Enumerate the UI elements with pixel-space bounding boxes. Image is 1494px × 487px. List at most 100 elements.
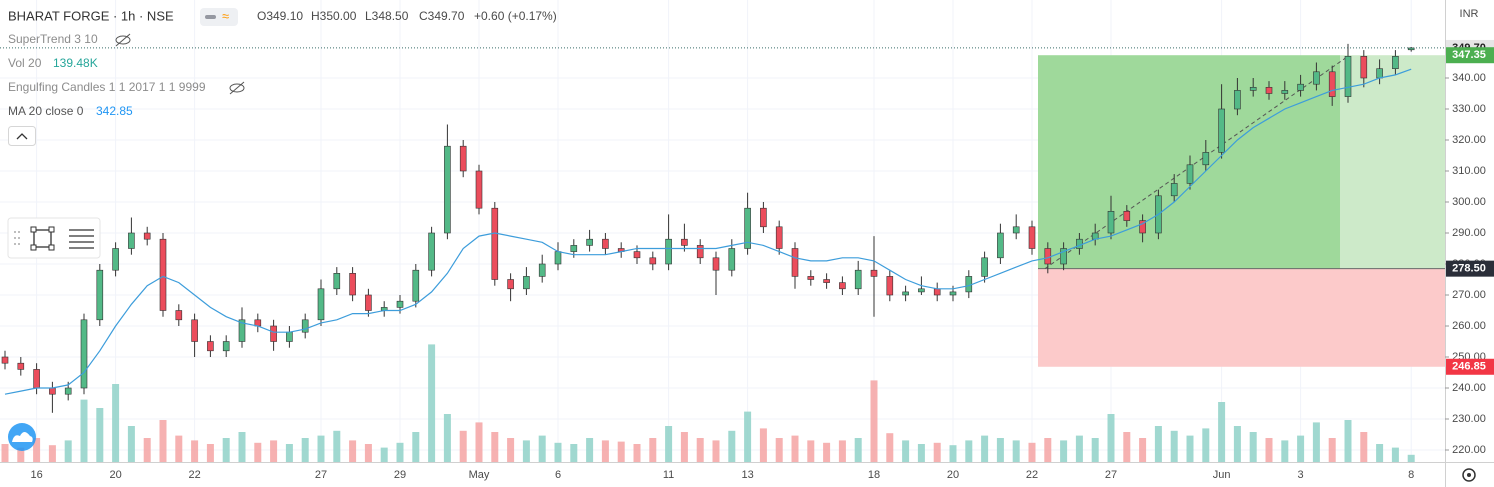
hidden-icon[interactable] (115, 33, 131, 47)
loss-zone[interactable] (1038, 268, 1445, 367)
candle-body (728, 248, 736, 271)
x-tick-label: 8 (1408, 469, 1414, 481)
volume-bar (1, 444, 9, 462)
indicator-name[interactable]: Vol 20 (8, 56, 42, 70)
volume-bar (554, 442, 562, 462)
volume-bar (1297, 435, 1305, 462)
settings-gear[interactable] (1462, 468, 1476, 482)
volume-bar (1044, 438, 1052, 462)
volume-bar (475, 422, 483, 462)
candle-body (1060, 248, 1067, 265)
price-tag (1446, 260, 1494, 277)
candle-body (965, 276, 973, 293)
volume-bar (1233, 426, 1241, 462)
ohlc-close: C349.70 (419, 9, 465, 23)
candle-body (1202, 152, 1210, 166)
volume-bar (33, 438, 41, 462)
candle-body (760, 207, 767, 228)
x-tick-label: 22 (1026, 469, 1038, 481)
status-pill[interactable] (200, 8, 238, 26)
volume-bar (64, 440, 72, 462)
volume-bar (933, 442, 941, 462)
x-tick-label: 29 (394, 469, 406, 481)
volume-bar (1376, 444, 1384, 462)
candle-body (633, 251, 641, 259)
candle-body (1313, 71, 1320, 85)
position-tool[interactable] (1038, 55, 1445, 367)
volume-bar (17, 447, 25, 462)
y-tick-label: 290.00 (1452, 227, 1486, 239)
ohlc-open: O349.10 (257, 9, 303, 23)
x-tick-label: 6 (555, 469, 561, 481)
candle-body (854, 269, 862, 290)
logo[interactable] (8, 423, 36, 451)
candle-body (428, 232, 435, 271)
volume-bar (1202, 428, 1210, 462)
volume-bar (96, 408, 104, 462)
volume-bar (649, 438, 657, 462)
candle-body (80, 319, 88, 389)
candle-body (301, 319, 309, 333)
volume-bar (254, 442, 262, 462)
candle-body (1123, 210, 1131, 221)
rectangle-tool[interactable] (30, 226, 55, 251)
settings-tool[interactable] (69, 229, 94, 249)
candle-body (17, 362, 25, 370)
volume-bar (143, 438, 151, 462)
profit-zone[interactable] (1038, 55, 1340, 269)
candle-body (1139, 220, 1146, 234)
candle-body (286, 331, 293, 342)
volume-bar (538, 435, 546, 462)
hidden-icon[interactable] (229, 81, 245, 95)
candle-body (744, 207, 751, 249)
indicator-value: 139.48K (53, 56, 98, 70)
indicator-name[interactable]: SuperTrend 3 10 (8, 32, 98, 46)
candle-body (475, 170, 483, 209)
x-tick-label: 22 (188, 469, 200, 481)
candle-body (1170, 183, 1178, 197)
price-tag (1446, 358, 1494, 375)
indicator-name[interactable]: Engulfing Candles 1 1 2017 1 1 9999 (8, 80, 206, 94)
price-tag (1446, 47, 1494, 64)
status-icon (205, 15, 216, 19)
candle-body (1012, 226, 1020, 234)
volume-bar (1075, 435, 1083, 462)
volume-bar (80, 399, 88, 462)
volume-bar (1407, 454, 1415, 462)
candle-body (1281, 90, 1289, 94)
volume-bar (665, 426, 673, 462)
currency-label[interactable]: INR (1460, 8, 1479, 20)
collapse-button[interactable] (8, 126, 36, 146)
candle-body (1107, 210, 1115, 234)
volume-bar (1249, 432, 1257, 462)
candle-body (1328, 71, 1336, 97)
volume-bar (175, 435, 183, 462)
volume-bar (996, 438, 1004, 462)
volume-bar (680, 432, 688, 462)
candle-body (681, 238, 688, 246)
profit-zone-ext[interactable] (1340, 55, 1445, 269)
candle-body (1249, 86, 1257, 91)
y-tick-label: 240.00 (1452, 382, 1486, 394)
y-tick-label: 320.00 (1452, 134, 1486, 146)
volume-bar (1154, 426, 1162, 462)
candle-body (64, 387, 72, 395)
volume-bar (791, 435, 799, 462)
volume-bar (617, 441, 625, 462)
indicator-name[interactable]: MA 20 close 0 (8, 104, 84, 118)
candle-body (459, 145, 467, 172)
volume-bar (823, 442, 831, 462)
candle-body (317, 288, 325, 321)
y-tick-label: 220.00 (1452, 444, 1486, 456)
symbol-title[interactable]: BHARAT FORGE · 1h · NSE (8, 8, 174, 23)
status-icon: ≈ (222, 8, 229, 23)
volume-bar (1170, 430, 1178, 462)
volume-bar (902, 440, 910, 462)
candle-body (933, 288, 941, 296)
x-tick-label: 20 (947, 469, 959, 481)
candle-body (712, 257, 720, 271)
drag-handle[interactable] (14, 231, 20, 245)
candle-body (1360, 55, 1368, 79)
y-tick-label: 310.00 (1452, 165, 1486, 177)
candle-body (870, 269, 878, 277)
